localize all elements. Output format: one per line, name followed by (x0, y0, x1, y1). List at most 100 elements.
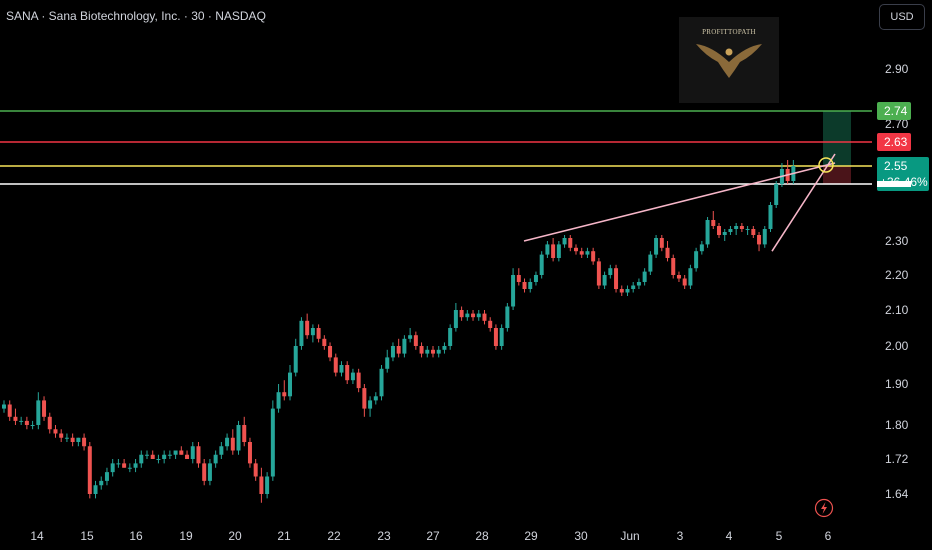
candle (728, 226, 733, 235)
price-tick-label: 1.64 (885, 487, 909, 501)
last-price-label: 2.55 (884, 159, 908, 173)
symbol-title[interactable]: SANA · Sana Biotechnology, Inc. · 30 · N… (6, 9, 266, 23)
candle (631, 282, 636, 293)
candle (47, 412, 52, 434)
candle (499, 324, 504, 350)
candle (207, 459, 212, 486)
candle (757, 232, 762, 252)
candle (76, 437, 81, 447)
candle (322, 335, 327, 350)
candle (328, 342, 333, 362)
candle (562, 235, 567, 248)
price-tag-1 (877, 133, 911, 151)
candle (139, 450, 144, 468)
time-tick-label: 19 (179, 529, 193, 543)
candle (36, 392, 41, 430)
candle (270, 400, 275, 481)
candle (762, 226, 767, 248)
price-tick-label: 2.70 (885, 117, 909, 131)
price-tag-label: 2.74 (884, 104, 908, 118)
candle (419, 342, 424, 358)
candle (116, 459, 121, 468)
time-tick-label: 23 (377, 529, 391, 543)
time-tick-label: 27 (426, 529, 440, 543)
time-tick-label: 14 (30, 529, 44, 543)
candle (293, 338, 298, 377)
candle (459, 306, 464, 321)
candle (122, 459, 127, 468)
candle (431, 346, 435, 358)
candle (127, 463, 132, 473)
candle (2, 400, 6, 413)
candle (734, 223, 739, 235)
time-axis[interactable]: 14 15 16 19 20 21 22 23 27 28 29 30 Jun 3 4 5 6 (30, 529, 831, 543)
candle (156, 454, 161, 464)
trendline-1[interactable] (771, 153, 836, 252)
trendline-0[interactable] (523, 162, 836, 242)
target-zone[interactable] (823, 111, 851, 166)
candle (167, 450, 172, 459)
candle (545, 241, 550, 258)
time-tick-label: 28 (475, 529, 489, 543)
highlight-circle[interactable] (818, 157, 834, 173)
price-tick-label: 2.20 (885, 268, 909, 282)
candle (362, 384, 367, 417)
candle (145, 450, 149, 459)
candle (333, 353, 338, 377)
candle (402, 335, 407, 358)
candle (104, 467, 109, 486)
candle (7, 400, 12, 421)
candle (493, 324, 498, 350)
price-tags: 2.742.632.55+36.46% (877, 102, 929, 191)
candle (247, 437, 252, 468)
candle (265, 472, 270, 499)
position-tool[interactable] (823, 111, 851, 184)
price-tick-label: 1.80 (885, 418, 909, 432)
candle (768, 202, 773, 232)
candle (185, 450, 190, 459)
candle (379, 365, 384, 401)
candle (619, 285, 624, 296)
time-tick-label: 22 (327, 529, 341, 543)
candle (24, 416, 29, 430)
horizontal-lines[interactable] (0, 110, 872, 185)
candle (705, 217, 710, 248)
candle (110, 459, 115, 477)
candle (70, 433, 75, 447)
candle (476, 310, 481, 321)
candle (339, 361, 344, 377)
candle (579, 247, 584, 258)
candle (190, 442, 195, 464)
candle (59, 429, 64, 442)
currency-button[interactable]: USD (879, 4, 925, 30)
watermark-logo: PROFITTOPATH (679, 17, 779, 103)
candle (774, 181, 779, 208)
stop-zone[interactable] (823, 166, 851, 184)
trendlines[interactable] (523, 153, 836, 252)
candle (253, 459, 258, 481)
candle (694, 247, 699, 272)
price-tick-label: 1.90 (885, 377, 909, 391)
candle (236, 420, 241, 455)
candle (551, 238, 556, 262)
candle (150, 450, 155, 459)
candle (608, 264, 613, 279)
candle (99, 476, 104, 490)
time-tick-label: 15 (80, 529, 94, 543)
candle (390, 342, 395, 362)
highlight-circle-shape[interactable] (818, 157, 834, 173)
candle (482, 310, 487, 325)
candle (64, 433, 69, 442)
candle (345, 361, 350, 384)
price-axis[interactable]: 2.90 2.70 2.30 2.20 2.10 2.00 1.90 1.80 1.72 1.64 (885, 62, 909, 501)
price-tick-label: 2.10 (885, 303, 909, 317)
candle (53, 425, 58, 438)
candle (539, 251, 544, 279)
candle (173, 450, 178, 459)
candle (133, 459, 138, 473)
candle (682, 275, 687, 289)
candle (373, 392, 378, 405)
candle (745, 226, 750, 235)
flash-icon[interactable] (814, 498, 834, 518)
